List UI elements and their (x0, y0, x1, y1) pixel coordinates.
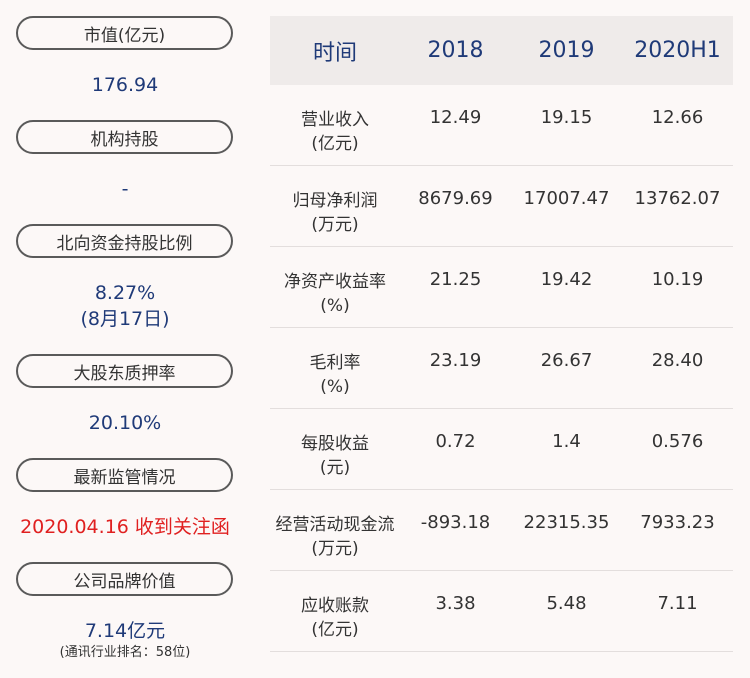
cell-value: 5.48 (546, 593, 587, 614)
cell-value: 22315.35 (523, 512, 610, 533)
cell-value: 26.67 (540, 350, 593, 371)
northbound-ratio-label: 北向资金持股比例 (16, 224, 233, 258)
table-row: 归母净利润 (万元) 8679.69 17007.47 13762.07 (270, 166, 733, 247)
cell-value: 19.42 (540, 269, 593, 290)
cell-value: 28.40 (651, 350, 704, 371)
market-cap-value: 176.94 (91, 74, 159, 96)
row-label: 净资产收益率 (284, 272, 386, 292)
row-unit: (元) (319, 458, 351, 478)
row-label: 每股收益 (301, 434, 369, 454)
cell-value: 1.4 (552, 431, 581, 452)
cell-value: 7933.23 (640, 512, 715, 533)
cell-value: 12.66 (651, 107, 704, 128)
cell-value: 7.11 (657, 593, 698, 614)
header-2019: 2019 (538, 38, 595, 63)
regulatory-status-value: 2020.04.16 收到关注函 (20, 516, 230, 538)
row-unit: (万元) (311, 539, 359, 559)
institutional-holding-value: - (121, 178, 129, 200)
table-row: 每股收益 (元) 0.72 1.4 0.576 (270, 409, 733, 490)
regulatory-status-label: 最新监管情况 (16, 458, 233, 492)
brand-value-label: 公司品牌价值 (16, 562, 233, 596)
financial-table: 时间 2018 2019 2020H1 营业收入 (亿元) 12.49 19.15… (270, 16, 733, 652)
pledge-ratio-label: 大股东质押率 (16, 354, 233, 388)
cell-value: 0.576 (651, 431, 704, 452)
cell-value: 10.19 (651, 269, 704, 290)
cell-value: 21.25 (429, 269, 482, 290)
row-label: 应收账款 (301, 596, 369, 616)
row-unit: (%) (320, 377, 350, 397)
cell-value: 8679.69 (418, 188, 493, 209)
cell-value: 13762.07 (634, 188, 721, 209)
table-row: 净资产收益率 (%) 21.25 19.42 10.19 (270, 247, 733, 328)
header-period: 时间 (312, 40, 357, 66)
row-unit: (亿元) (311, 620, 359, 640)
cell-value: -893.18 (420, 512, 491, 533)
table-row: 经营活动现金流 (万元) -893.18 22315.35 7933.23 (270, 490, 733, 571)
northbound-ratio-date: (8月17日) (80, 308, 170, 330)
row-label: 毛利率 (309, 353, 361, 373)
cell-value: 0.72 (435, 431, 476, 452)
market-cap-label: 市值(亿元) (16, 16, 233, 50)
metrics-panel: 市值(亿元) 176.94 机构持股 - 北向资金持股比例 8.27% (8月1… (0, 0, 250, 678)
cell-value: 12.49 (429, 107, 482, 128)
brand-value-value: 7.14亿元 (84, 620, 166, 642)
row-label: 经营活动现金流 (275, 515, 395, 535)
table-row: 应收账款 (亿元) 3.38 5.48 7.11 (270, 571, 733, 652)
pledge-ratio-value: 20.10% (88, 412, 162, 434)
table-header: 时间 2018 2019 2020H1 (270, 16, 733, 85)
cell-value: 3.38 (435, 593, 476, 614)
row-label: 归母净利润 (292, 191, 378, 211)
brand-rank-note: (通讯行业排名：58位) (59, 645, 191, 660)
header-2020h1: 2020H1 (634, 38, 721, 63)
table-row: 营业收入 (亿元) 12.49 19.15 12.66 (270, 85, 733, 166)
row-unit: (%) (320, 296, 350, 316)
northbound-ratio-value: 8.27% (94, 282, 156, 304)
cell-value: 19.15 (540, 107, 593, 128)
cell-value: 17007.47 (523, 188, 610, 209)
cell-value: 23.19 (429, 350, 482, 371)
row-unit: (亿元) (311, 134, 359, 154)
table-row: 毛利率 (%) 23.19 26.67 28.40 (270, 328, 733, 409)
header-2018: 2018 (427, 38, 484, 63)
row-label: 营业收入 (301, 110, 369, 130)
institutional-holding-label: 机构持股 (16, 120, 233, 154)
row-unit: (万元) (311, 215, 359, 235)
